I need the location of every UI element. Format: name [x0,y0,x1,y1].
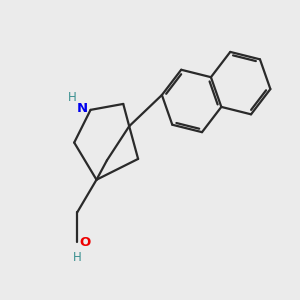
Text: O: O [79,236,90,249]
Text: N: N [77,102,88,115]
Text: H: H [73,251,82,264]
Text: H: H [68,91,77,103]
